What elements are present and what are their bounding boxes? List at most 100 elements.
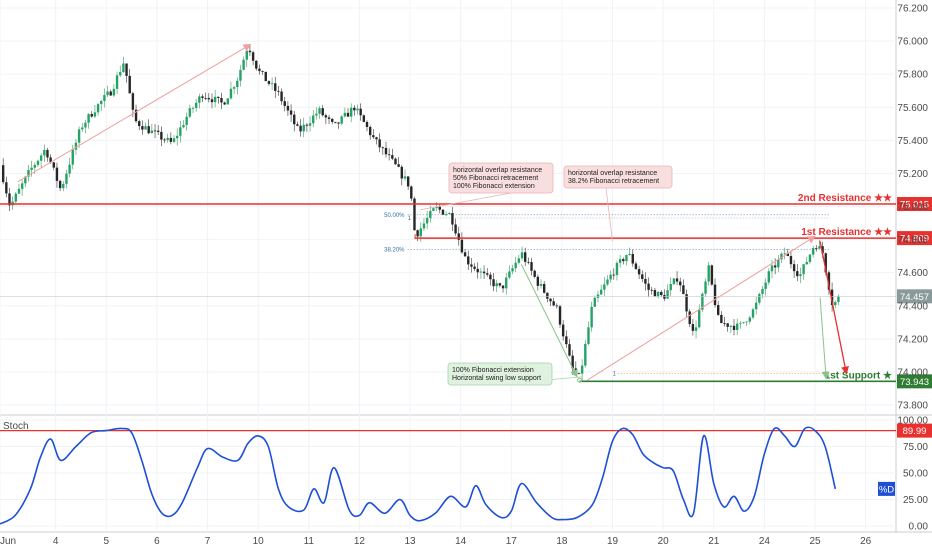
candle-body	[470, 264, 473, 267]
candle-body	[641, 274, 644, 279]
candle-body	[777, 259, 780, 268]
candle-body	[81, 127, 84, 130]
candle-body	[723, 323, 726, 324]
time-tick-label: 6	[154, 536, 160, 547]
candle-body	[191, 107, 195, 109]
candle-body	[39, 155, 43, 161]
candle-body	[770, 265, 774, 272]
candle-body	[204, 97, 207, 99]
candle-body	[647, 283, 650, 290]
candle-body	[656, 291, 660, 297]
candle-body	[169, 137, 173, 142]
candle-body	[644, 278, 647, 284]
candle-body	[796, 271, 799, 277]
candle-body	[568, 344, 571, 356]
fib-level-label: 50.00%	[384, 213, 405, 219]
candle-body	[49, 157, 52, 163]
candle-body	[226, 98, 229, 105]
candle-body	[327, 117, 331, 119]
candle-body	[498, 283, 502, 286]
candle-body	[84, 122, 87, 128]
candle-body	[517, 258, 521, 263]
annotation-text: 100% Fibonacci extension	[453, 183, 535, 190]
price-tick-label: 76.000	[897, 37, 928, 48]
candle-body	[270, 83, 274, 85]
candle-body	[46, 149, 49, 158]
candle-body	[223, 102, 226, 105]
annotation-text: horizontal overlap resistance	[453, 167, 542, 174]
candle-body	[495, 283, 498, 287]
level-name-label: 1st Resistance ★★	[801, 227, 892, 238]
level-price-tag	[897, 231, 932, 246]
price-tick-label: 75.000	[897, 202, 928, 213]
candle-body	[637, 269, 641, 275]
candle-body	[565, 336, 568, 345]
candle-body	[413, 198, 416, 231]
candle-body	[112, 88, 116, 96]
candle-body	[163, 139, 166, 141]
candle-body	[210, 99, 214, 103]
stoch-series-tag-label: %D	[879, 484, 894, 495]
candle-body	[441, 209, 445, 215]
stoch-title: Stoch	[3, 421, 29, 432]
candle-body	[533, 270, 536, 277]
time-tick-label: 26	[860, 536, 872, 547]
candle-body	[660, 291, 663, 296]
candle-body	[751, 309, 755, 318]
candle-body	[691, 324, 695, 331]
candle-body	[232, 87, 236, 89]
stochastic-pane: Stoch 89.99 %D	[0, 421, 932, 525]
candle-body	[672, 278, 676, 285]
candle-body	[698, 309, 701, 328]
candle-body	[30, 167, 33, 171]
candle-body	[716, 305, 720, 315]
candle-body	[8, 193, 11, 206]
annotation-text: 50% Fibonacci retracement	[453, 175, 538, 182]
candle-body	[36, 160, 40, 165]
candle-body	[609, 274, 612, 280]
candle-body	[153, 130, 157, 132]
candle-body	[175, 135, 179, 139]
candle-body	[172, 138, 176, 142]
drawings	[17, 43, 849, 383]
candle-body	[650, 289, 653, 291]
candle-body	[555, 305, 559, 307]
candle-body	[115, 75, 119, 89]
candle-body	[606, 279, 609, 285]
time-tick-label: 4	[53, 536, 59, 547]
candle-body	[356, 108, 359, 111]
candle-body	[808, 254, 812, 262]
time-tick-label: 17	[506, 536, 518, 547]
annotation-text: Horizontal swing low support	[452, 375, 541, 382]
price-tick-label: 75.800	[897, 70, 928, 81]
candle-body	[100, 100, 103, 105]
candle-body	[789, 256, 793, 265]
current-price-tag	[897, 289, 932, 304]
candle-body	[821, 246, 824, 254]
candle-body	[43, 149, 46, 156]
candle-body	[185, 116, 188, 126]
candle-body	[739, 322, 742, 324]
candle-body	[505, 277, 508, 289]
candle-body	[542, 283, 546, 293]
price-tick-label: 74.000	[897, 367, 928, 378]
time-tick-label: 7	[205, 536, 211, 547]
stoch-overbought-tag-label: 89.99	[903, 426, 927, 437]
candle-body	[302, 124, 305, 132]
extension-leg-2	[819, 297, 830, 380]
candle-body	[144, 126, 147, 130]
stoch-overbought-tag	[897, 423, 932, 438]
candle-body	[685, 294, 688, 312]
candle-body	[805, 261, 808, 265]
price-tick-label: 76.200	[897, 4, 928, 15]
candle-body	[384, 147, 388, 155]
time-tick-label: 18	[556, 536, 568, 547]
time-tick-label: 13	[404, 536, 416, 547]
candle-body	[713, 284, 717, 306]
candle-body	[372, 135, 375, 138]
candle-body	[666, 290, 669, 299]
stoch-tick-label: 0.00	[909, 522, 929, 533]
candle-body	[261, 71, 264, 72]
candle-body	[460, 239, 464, 253]
